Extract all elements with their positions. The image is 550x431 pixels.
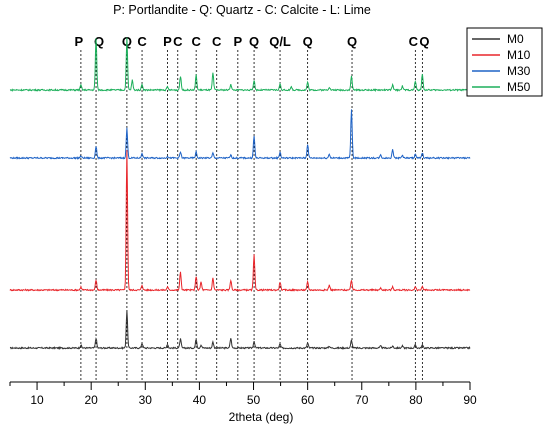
peak-markers: P Q Q C P C C C P Q Q/L Q Q C Q [75,34,429,382]
peak-label: P [233,34,242,49]
legend-label-m30: M30 [507,64,531,78]
x-tick-label: 60 [301,393,315,407]
series-line-m30 [9,109,471,160]
peak-label: C [409,34,419,49]
peak-label: C [137,34,147,49]
peak-label: Q [249,34,259,49]
peak-label: Q/L [269,34,291,49]
x-axis-label: 2theta (deg) [229,410,294,424]
peak-label: Q [419,34,429,49]
x-tick-label: 30 [139,393,153,407]
x-tick-label: 20 [84,393,98,407]
x-tick-label: 50 [247,393,261,407]
series-layer [9,37,471,351]
legend: M0 M10 M30 M50 [466,27,543,97]
x-tick-label: 40 [193,393,207,407]
legend-label-m0: M0 [507,32,524,46]
legend-label-m50: M50 [507,80,531,94]
series-line-m10 [9,149,471,292]
series-line-m50 [9,37,471,93]
x-tick-label: 90 [463,393,477,407]
peak-label: Q [303,34,313,49]
series-line-m0 [9,310,471,351]
x-tick-label: 70 [355,393,369,407]
peak-label: P [75,34,84,49]
peak-label: Q [94,34,104,49]
peak-label: C [191,34,201,49]
x-tick-label: 80 [409,393,423,407]
legend-box [466,27,543,97]
chart-title: P: Portlandite - Q: Quartz - C: Calcite … [113,3,371,17]
peak-label: P [163,34,172,49]
peak-label: C [173,34,183,49]
peak-label: Q [347,34,357,49]
peak-label: C [212,34,222,49]
legend-label-m10: M10 [507,48,531,62]
x-tick-label: 10 [30,393,44,407]
x-axis: 10 20 30 40 50 60 70 80 90 [9,381,477,407]
